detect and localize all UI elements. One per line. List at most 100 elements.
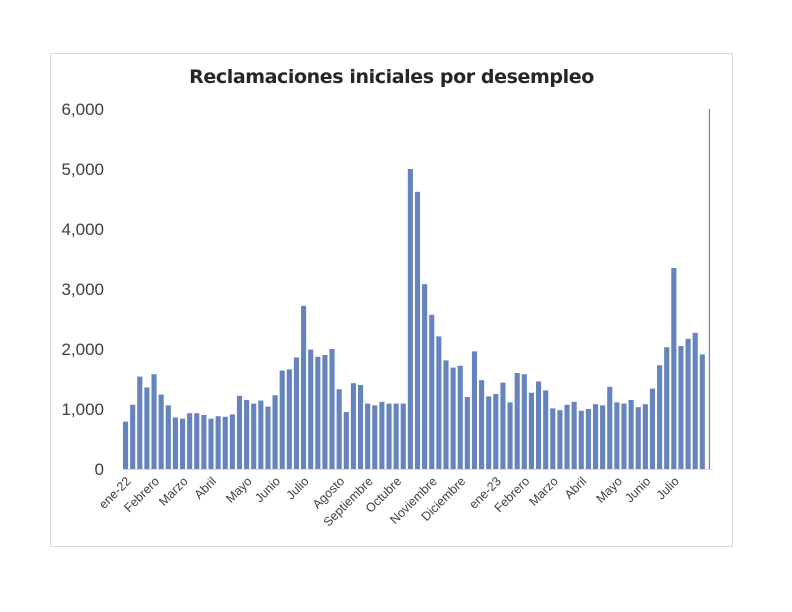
bar bbox=[315, 356, 321, 469]
bar bbox=[229, 414, 235, 469]
bar bbox=[336, 389, 342, 469]
bar bbox=[179, 418, 186, 469]
bar bbox=[479, 380, 485, 469]
bar bbox=[521, 374, 527, 469]
bar bbox=[137, 376, 143, 469]
bar bbox=[571, 401, 577, 469]
bar bbox=[578, 410, 584, 469]
bar bbox=[343, 412, 349, 469]
x-tick-label: Abril bbox=[562, 474, 590, 502]
bar bbox=[436, 336, 442, 469]
bar bbox=[329, 349, 335, 469]
bar bbox=[236, 395, 243, 469]
bar bbox=[244, 400, 250, 469]
bar bbox=[350, 383, 356, 469]
x-tick-label: Mayo bbox=[593, 474, 625, 506]
x-tick-label: Julio bbox=[284, 474, 312, 502]
y-tick-label: 0 bbox=[95, 460, 104, 479]
bar bbox=[664, 347, 670, 469]
bar bbox=[642, 404, 648, 469]
bar bbox=[422, 284, 428, 469]
bar bbox=[301, 305, 307, 469]
bar bbox=[635, 407, 641, 469]
x-tick-label: Abril bbox=[192, 474, 220, 502]
bar bbox=[194, 413, 200, 469]
bar bbox=[372, 405, 378, 469]
bar bbox=[258, 400, 264, 469]
bar bbox=[379, 401, 385, 469]
bar bbox=[464, 397, 470, 469]
bar bbox=[564, 404, 570, 469]
bar bbox=[279, 370, 285, 469]
chart-title: Reclamaciones iniciales por desempleo bbox=[189, 66, 594, 88]
bar bbox=[450, 367, 456, 469]
bar bbox=[692, 332, 698, 469]
y-tick-label: 5,000 bbox=[61, 160, 104, 179]
bar bbox=[322, 355, 328, 469]
bar bbox=[628, 400, 634, 469]
bar bbox=[443, 360, 449, 469]
bar bbox=[657, 365, 663, 469]
x-tick-label: Mayo bbox=[223, 474, 255, 506]
bar bbox=[407, 169, 413, 469]
y-tick-label: 3,000 bbox=[61, 280, 104, 299]
bar bbox=[122, 421, 129, 469]
chart-frame: Reclamaciones iniciales por desempleo 0 1… bbox=[50, 53, 733, 547]
bar bbox=[393, 403, 399, 469]
bar bbox=[514, 373, 520, 469]
bar bbox=[208, 418, 214, 469]
y-tick-label: 2,000 bbox=[61, 340, 104, 359]
bar bbox=[308, 349, 314, 469]
bar bbox=[621, 403, 627, 469]
x-tick-label: Marzo bbox=[156, 474, 190, 508]
bar bbox=[550, 408, 556, 469]
bar bbox=[585, 409, 591, 469]
bar bbox=[400, 403, 406, 469]
bar bbox=[365, 403, 371, 469]
bar bbox=[699, 354, 705, 469]
bar bbox=[130, 404, 136, 469]
bar bbox=[557, 410, 563, 469]
bar bbox=[600, 405, 606, 469]
bar bbox=[649, 388, 656, 469]
bar bbox=[286, 369, 292, 469]
x-tick-label: Junio bbox=[622, 474, 653, 505]
y-tick-label: 4,000 bbox=[61, 220, 104, 239]
bar bbox=[607, 386, 613, 469]
bar bbox=[386, 403, 392, 469]
bar bbox=[471, 351, 478, 469]
x-tick-label: Marzo bbox=[526, 474, 560, 508]
bar bbox=[151, 374, 157, 469]
bar bbox=[272, 395, 278, 469]
bar-chart: 01,0002,0003,0004,0005,0006,000ene-22Feb… bbox=[61, 100, 713, 529]
bar bbox=[543, 390, 549, 469]
bar bbox=[215, 416, 221, 469]
bar bbox=[678, 346, 684, 469]
bar bbox=[414, 191, 421, 470]
y-tick-label: 1,000 bbox=[61, 400, 104, 419]
bar bbox=[486, 396, 492, 469]
bar bbox=[187, 413, 193, 469]
bar bbox=[671, 268, 677, 469]
bar bbox=[507, 402, 513, 469]
bar bbox=[158, 394, 164, 469]
x-tick-label: Julio bbox=[654, 474, 682, 502]
bar bbox=[222, 416, 228, 469]
bar bbox=[165, 405, 171, 469]
bar bbox=[457, 365, 463, 469]
bar bbox=[293, 357, 300, 469]
bar bbox=[535, 381, 542, 469]
bar bbox=[592, 404, 599, 469]
bar bbox=[493, 394, 499, 469]
bar bbox=[265, 406, 271, 469]
bar bbox=[251, 403, 257, 469]
bar bbox=[614, 402, 620, 469]
bar bbox=[172, 417, 178, 469]
bar bbox=[708, 109, 711, 469]
bar bbox=[528, 392, 534, 469]
bar bbox=[357, 385, 364, 469]
bar bbox=[685, 338, 691, 469]
x-tick-label: Junio bbox=[252, 474, 283, 505]
bar bbox=[201, 415, 207, 469]
bar bbox=[144, 387, 150, 469]
